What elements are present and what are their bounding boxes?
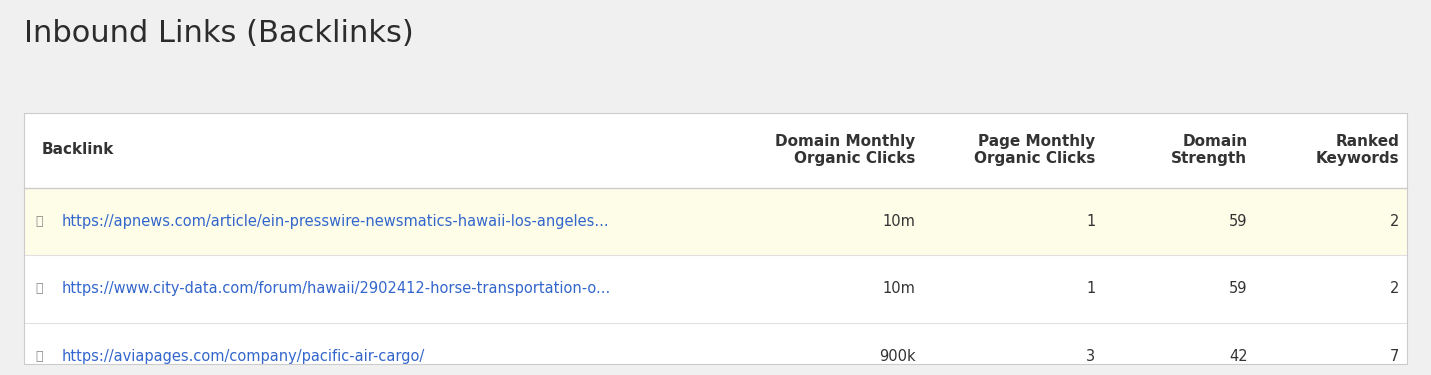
Text: Backlink: Backlink xyxy=(41,142,114,158)
Text: https://aviapages.com/company/pacific-air-cargo/: https://aviapages.com/company/pacific-ai… xyxy=(62,349,425,364)
Text: 7: 7 xyxy=(1390,349,1400,364)
Text: ⧉: ⧉ xyxy=(36,350,43,363)
Text: 1: 1 xyxy=(1086,281,1095,296)
Text: 2: 2 xyxy=(1390,214,1400,229)
Text: 42: 42 xyxy=(1229,349,1248,364)
Bar xyxy=(24,188,1407,255)
Text: ⧉: ⧉ xyxy=(36,215,43,228)
Text: Inbound Links (Backlinks): Inbound Links (Backlinks) xyxy=(24,19,414,48)
Text: Domain
Strength: Domain Strength xyxy=(1172,134,1248,166)
Text: 59: 59 xyxy=(1229,281,1248,296)
Text: Ranked
Keywords: Ranked Keywords xyxy=(1317,134,1400,166)
Text: 2: 2 xyxy=(1390,281,1400,296)
Text: 10m: 10m xyxy=(883,281,916,296)
Bar xyxy=(24,112,1407,364)
Text: ⧉: ⧉ xyxy=(36,282,43,295)
Text: Domain Monthly
Organic Clicks: Domain Monthly Organic Clicks xyxy=(776,134,916,166)
Text: 900k: 900k xyxy=(879,349,916,364)
Text: https://www.city-data.com/forum/hawaii/2902412-horse-transportation-o...: https://www.city-data.com/forum/hawaii/2… xyxy=(62,281,611,296)
Bar xyxy=(24,112,1407,364)
Text: 59: 59 xyxy=(1229,214,1248,229)
Text: 10m: 10m xyxy=(883,214,916,229)
Text: Page Monthly
Organic Clicks: Page Monthly Organic Clicks xyxy=(975,134,1095,166)
Text: https://apnews.com/article/ein-presswire-newsmatics-hawaii-los-angeles...: https://apnews.com/article/ein-presswire… xyxy=(62,214,610,229)
Text: 3: 3 xyxy=(1086,349,1095,364)
Text: 1: 1 xyxy=(1086,214,1095,229)
